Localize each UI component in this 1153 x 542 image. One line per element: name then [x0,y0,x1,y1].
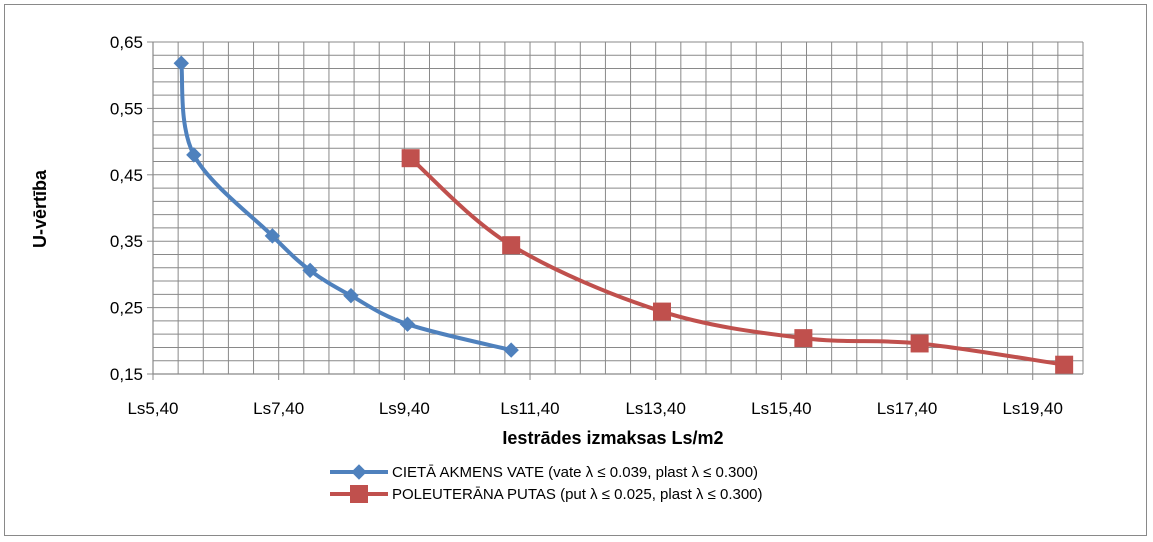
x-tick-label: Ls11,40 [500,399,559,418]
x-tick-label: Ls15,40 [751,399,812,418]
grid [152,41,1084,375]
x-tick-label: Ls13,40 [625,399,686,418]
x-tick-label: Ls7,40 [253,399,304,418]
legend-label: CIETĀ AKMENS VATE (vate λ ≤ 0.039, plast… [392,464,758,481]
series-2 [401,149,1074,374]
data-point [302,262,318,279]
x-axis-title: Iestrādes izmaksas Ls/m2 [502,428,723,448]
data-point [502,236,521,255]
data-point [503,342,519,358]
x-tick-labels: Ls5,40 Ls7,40 Ls9,40 Ls11,40 Ls13,40 Ls15,40 L… [127,374,1063,418]
data-point [264,228,281,244]
x-tick-label: Ls19,40 [1002,399,1063,418]
y-tick-label: 0,45 [110,166,143,185]
series-1 [173,55,519,358]
y-tick-labels: 0,15 0,25 0,35 0,45 0,55 0,65 [110,33,153,384]
data-point [652,302,671,321]
legend: CIETĀ AKMENS VATE (vate λ ≤ 0.039, plast… [330,464,763,503]
x-tick-label: Ls17,40 [877,399,938,418]
y-tick-label: 0,55 [110,99,143,118]
data-point [1055,355,1074,374]
y-tick-label: 0,35 [110,232,143,251]
data-point [343,287,359,304]
legend-item-1: CIETĀ AKMENS VATE (vate λ ≤ 0.039, plast… [330,464,758,481]
data-point [186,147,202,163]
y-tick-label: 0,65 [110,33,143,52]
data-point [401,149,420,168]
series-group [173,55,1074,374]
y-tick-label: 0,15 [110,365,143,384]
x-tick-label: Ls9,40 [379,399,430,418]
legend-item-2: POLEUTERĀNA PUTAS (put λ ≤ 0.025, plast … [330,485,763,503]
axes [152,42,1083,375]
data-point [173,55,189,71]
legend-marker [351,464,367,480]
data-point [794,329,813,348]
series-line [408,156,1067,367]
data-point [910,334,929,353]
legend-marker [350,485,368,503]
chart-frame [4,4,1147,536]
y-tick-label: 0,25 [110,299,143,318]
legend-label: POLEUTERĀNA PUTAS (put λ ≤ 0.025, plast … [392,486,763,503]
y-axis-title: U-vērtība [30,169,50,248]
data-point [399,316,416,332]
x-tick-label: Ls5,40 [127,399,178,418]
